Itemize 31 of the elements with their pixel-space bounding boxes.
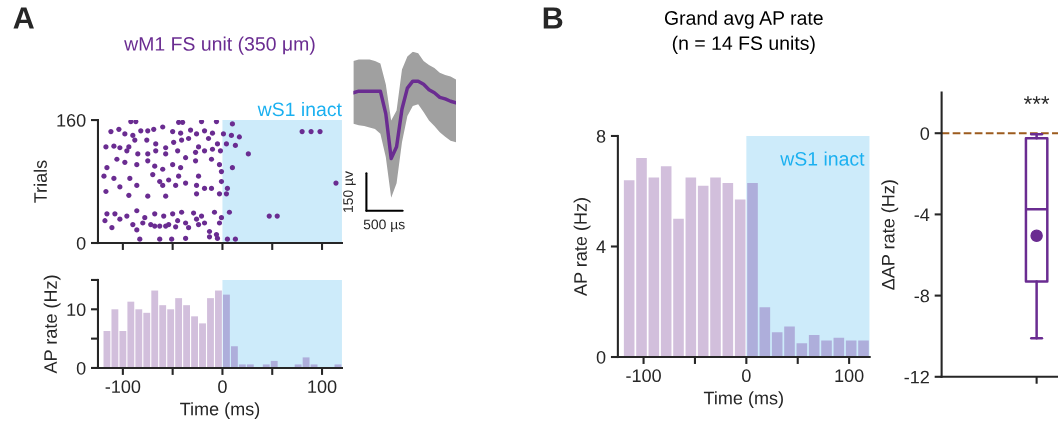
x-tick-label: 0 bbox=[742, 369, 751, 383]
text: 150 µv bbox=[343, 171, 356, 212]
text: B bbox=[543, 7, 563, 29]
x-tick-label: -100 bbox=[105, 380, 141, 394]
y-tick-label: 10 bbox=[67, 303, 86, 317]
y-tick-label: -12 bbox=[904, 370, 929, 384]
y-tick-label: 0 bbox=[76, 236, 86, 250]
y-tick-label: 4 bbox=[596, 240, 606, 254]
annotation: *** bbox=[1023, 96, 1050, 105]
text: A bbox=[13, 7, 34, 29]
y-axis-title: AP rate (Hz) bbox=[43, 275, 61, 374]
y-tick-label: 160 bbox=[57, 114, 86, 127]
band-label: wS1 inact bbox=[257, 101, 342, 117]
x-tick-label: 100 bbox=[308, 380, 337, 394]
chart-title: Grand avg AP rate (n = 14 FS units) bbox=[664, 10, 823, 54]
x-tick-label: 0 bbox=[218, 380, 227, 394]
x-tick-label: -100 bbox=[626, 369, 661, 383]
y-tick-label: 0 bbox=[920, 127, 930, 140]
x-axis-title: Time (ms) bbox=[180, 402, 260, 419]
y-tick-label: -4 bbox=[914, 208, 930, 221]
x-tick-label: 100 bbox=[835, 369, 864, 383]
y-axis-title: AP rate (Hz) bbox=[573, 198, 591, 296]
y-tick-label: 8 bbox=[596, 129, 606, 143]
text: 500 µs bbox=[363, 219, 405, 233]
y-tick-label: -8 bbox=[914, 289, 930, 303]
y-tick-label: 0 bbox=[596, 350, 606, 364]
chart-title: wM1 FS unit (350 μm) bbox=[124, 36, 315, 55]
band-label: wS1 inact bbox=[780, 151, 865, 166]
y-axis-title: Trials bbox=[33, 160, 47, 203]
y-axis-title: ΔAP rate (Hz) bbox=[881, 180, 899, 290]
x-axis-title: Time (ms) bbox=[703, 391, 783, 409]
